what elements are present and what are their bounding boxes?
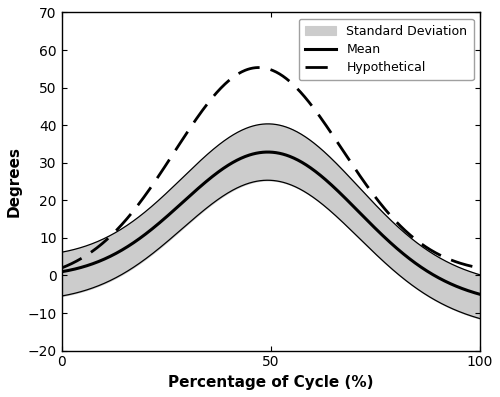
X-axis label: Percentage of Cycle (%): Percentage of Cycle (%) xyxy=(168,375,374,390)
Legend: Standard Deviation, Mean, Hypothetical: Standard Deviation, Mean, Hypothetical xyxy=(299,19,474,80)
Y-axis label: Degrees: Degrees xyxy=(7,146,22,217)
